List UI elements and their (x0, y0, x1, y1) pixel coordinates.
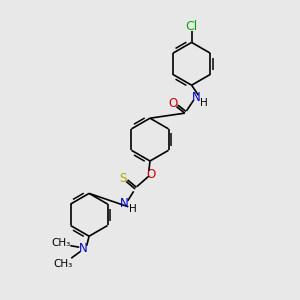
Text: N: N (192, 91, 200, 104)
Text: H: H (129, 204, 137, 214)
Text: N: N (120, 197, 129, 210)
Text: CH₃: CH₃ (52, 238, 71, 248)
Text: H: H (200, 98, 207, 108)
Text: O: O (146, 168, 155, 181)
Text: S: S (119, 172, 126, 185)
Text: Cl: Cl (185, 20, 198, 33)
Text: O: O (168, 97, 178, 110)
Text: CH₃: CH₃ (53, 259, 73, 269)
Text: N: N (79, 242, 88, 255)
